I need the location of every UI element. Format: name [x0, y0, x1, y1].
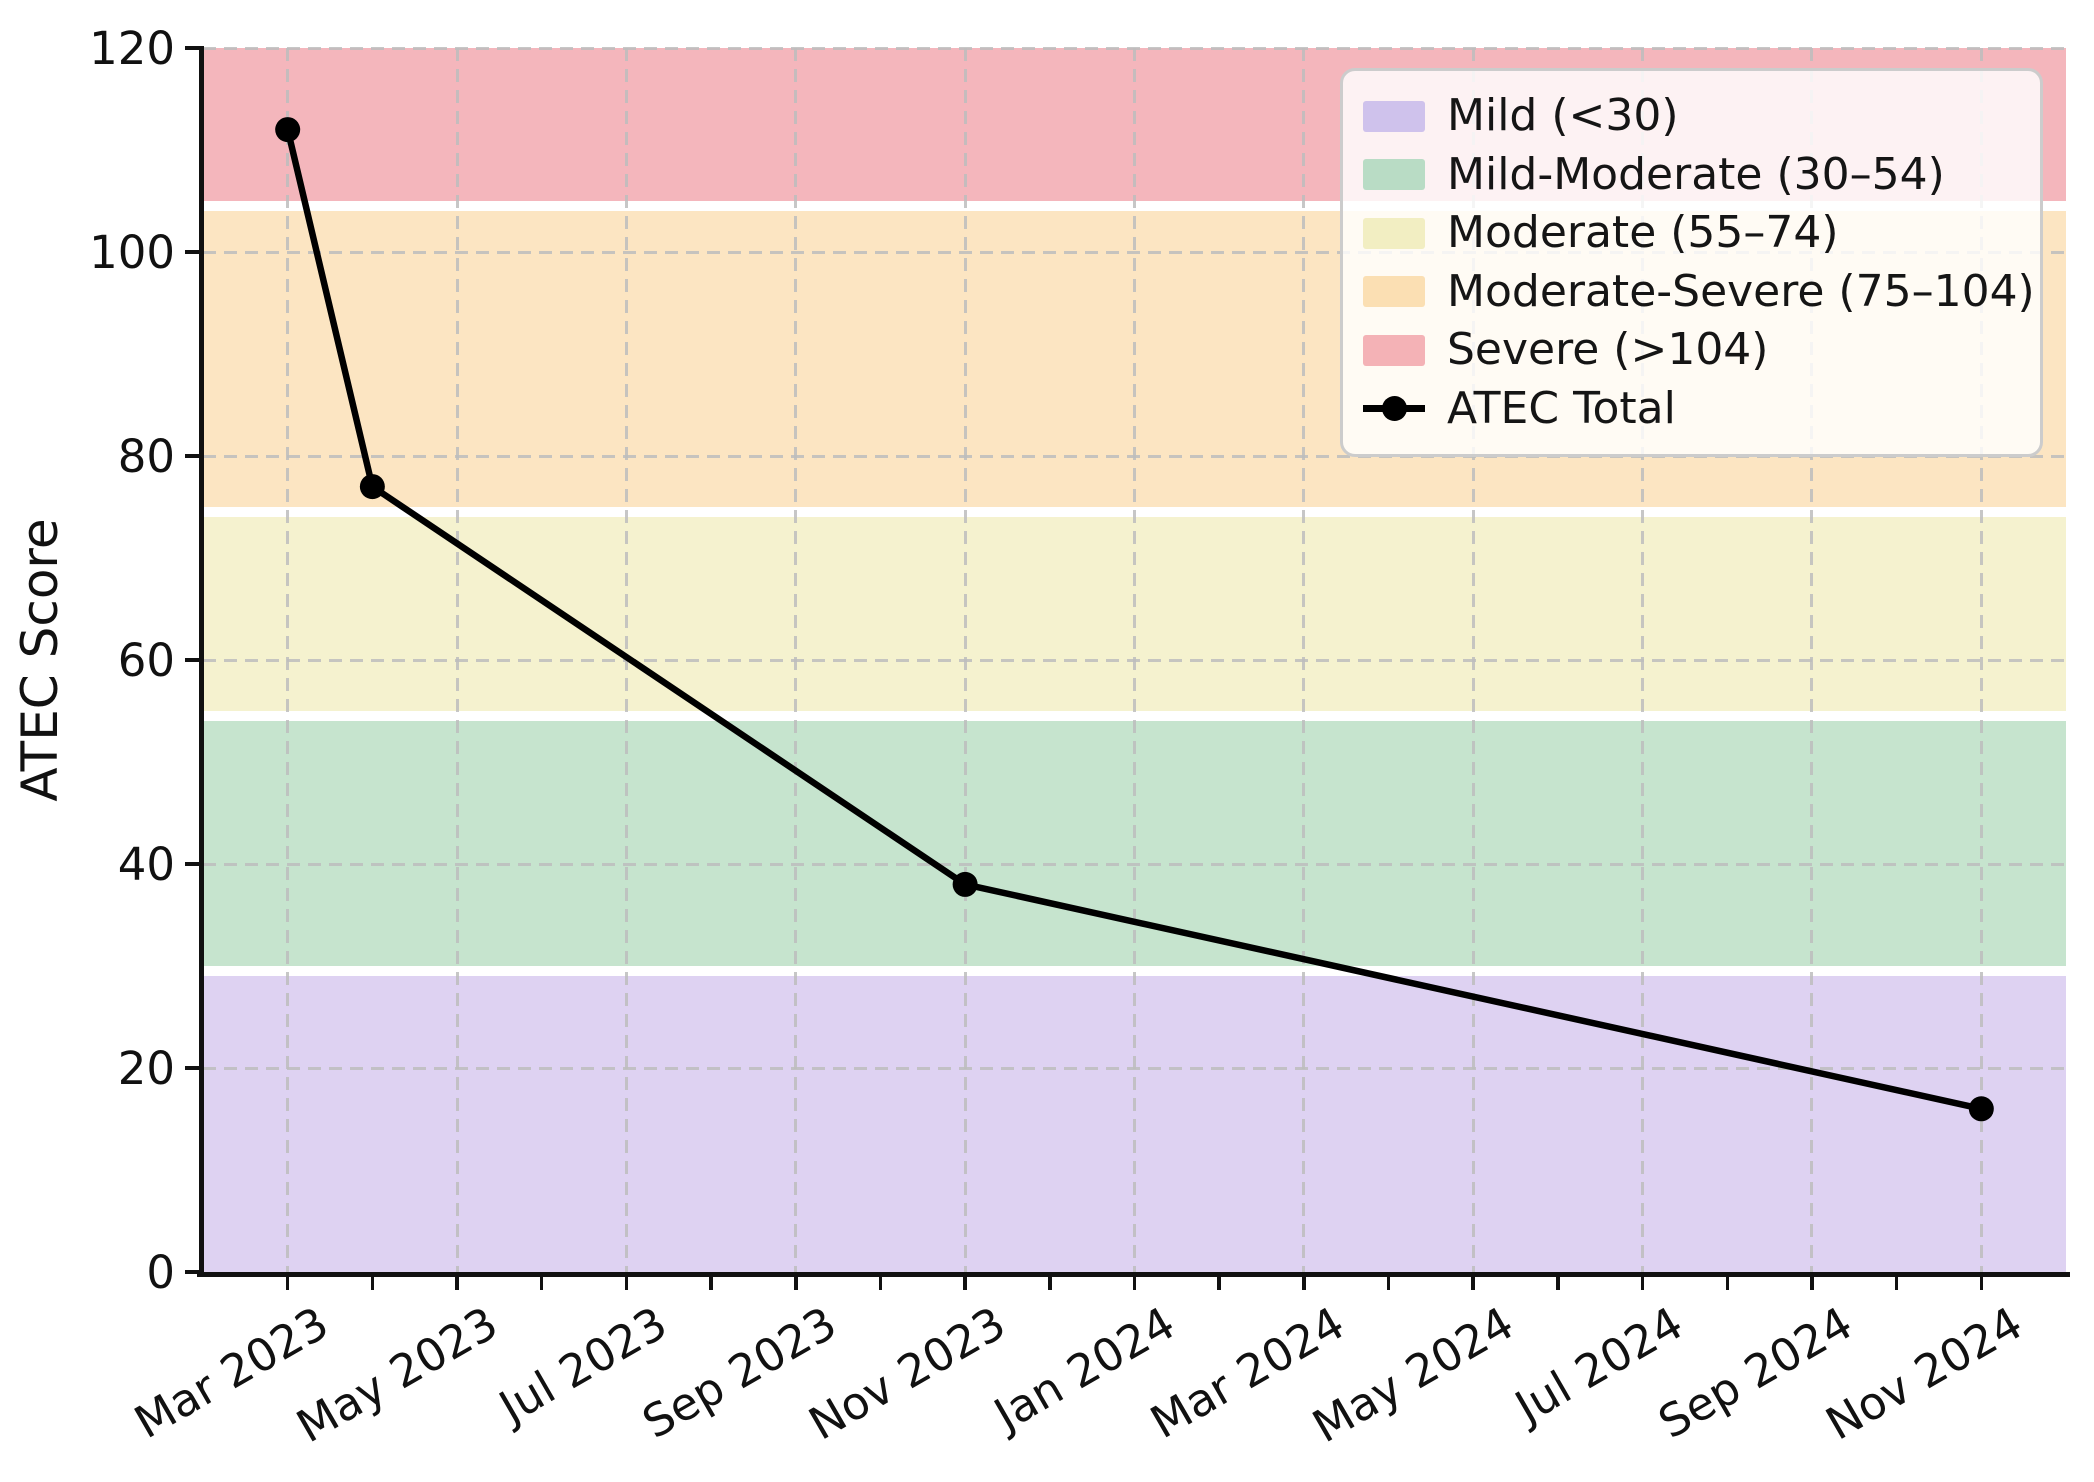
y-tick-label-0: 0 — [146, 1246, 175, 1299]
x-tick-5 — [624, 1276, 629, 1290]
legend-line-marker-symbol — [1363, 393, 1425, 424]
legend-swatch-0 — [1363, 100, 1425, 132]
x-tick-13 — [1302, 1276, 1306, 1290]
x-tick-6 — [709, 1276, 713, 1290]
x-tick-15 — [1471, 1276, 1475, 1290]
v-gridline-7 — [1471, 48, 1475, 1272]
y-tick-label-40: 40 — [117, 838, 175, 891]
v-gridline-3 — [794, 48, 798, 1272]
legend-row-series: ATEC Total — [1363, 380, 2020, 439]
x-tick-4 — [539, 1276, 544, 1290]
v-gridline-5 — [1133, 48, 1136, 1272]
x-tick-18 — [1725, 1276, 1730, 1290]
legend-label-2: Moderate (55–74) — [1447, 207, 1839, 259]
x-tick-16 — [1556, 1276, 1560, 1290]
x-tick-7 — [794, 1276, 798, 1290]
v-gridline-0 — [286, 48, 290, 1272]
legend-marker-icon — [1382, 396, 1407, 422]
legend-swatch-2 — [1363, 217, 1425, 249]
legend-row-3: Moderate-Severe (75–104) — [1363, 263, 2035, 322]
y-tick-80 — [185, 454, 200, 458]
v-gridline-8 — [1641, 48, 1645, 1272]
legend-swatch-1 — [1363, 159, 1425, 191]
legend-label-3: Moderate-Severe (75–104) — [1447, 265, 2035, 317]
data-point-mar-2023 — [275, 117, 301, 143]
y-tick-label-60: 60 — [117, 634, 175, 687]
legend: Mild (<30) Mild-Moderate (30–54) Moderate … — [1340, 68, 2043, 457]
v-gridline-10 — [1979, 48, 1983, 1272]
x-tick-9 — [963, 1276, 967, 1290]
x-tick-11 — [1132, 1276, 1137, 1290]
legend-swatch-4 — [1363, 334, 1425, 366]
y-tick-label-20: 20 — [117, 1042, 175, 1095]
y-tick-label-80: 80 — [117, 430, 175, 483]
y-tick-label-120: 120 — [89, 22, 175, 75]
y-tick-20 — [185, 1066, 200, 1070]
data-point-nov-2024 — [1968, 1096, 1994, 1122]
y-tick-40 — [185, 862, 200, 866]
legend-label-series: ATEC Total — [1447, 382, 1676, 434]
legend-label-0: Mild (<30) — [1447, 90, 1679, 142]
left-spine — [199, 46, 204, 1276]
legend-row-4: Severe (>104) — [1363, 321, 2020, 380]
x-tick-10 — [1048, 1276, 1052, 1290]
v-gridline-9 — [1810, 48, 1814, 1272]
x-tick-21 — [1979, 1276, 1984, 1290]
y-tick-120 — [185, 46, 200, 50]
legend-row-2: Moderate (55–74) — [1363, 204, 2020, 263]
x-tick-17 — [1640, 1276, 1645, 1290]
y-tick-label-100: 100 — [89, 226, 175, 279]
y-tick-100 — [185, 250, 200, 254]
v-gridline-4 — [963, 48, 967, 1272]
legend-label-1: Mild-Moderate (30–54) — [1447, 148, 1945, 200]
legend-swatch-3 — [1363, 276, 1425, 308]
y-tick-60 — [185, 658, 200, 662]
bottom-spine — [197, 1272, 2070, 1277]
v-gridline-1 — [455, 48, 459, 1272]
x-tick-12 — [1217, 1276, 1221, 1290]
y-tick-0 — [185, 1270, 200, 1274]
legend-row-1: Mild-Moderate (30–54) — [1363, 146, 2020, 205]
x-tick-8 — [878, 1276, 883, 1290]
legend-label-4: Severe (>104) — [1447, 324, 1769, 376]
x-tick-14 — [1386, 1276, 1391, 1290]
series-line — [284, 128, 1983, 1112]
data-point-nov-2023 — [952, 871, 978, 897]
legend-row-0: Mild (<30) — [1363, 87, 2020, 146]
x-tick-3 — [455, 1276, 459, 1290]
x-tick-2 — [370, 1276, 375, 1290]
data-point-apr-2023 — [359, 474, 385, 500]
x-tick-19 — [1810, 1276, 1814, 1290]
x-tick-1 — [285, 1276, 290, 1290]
x-tick-20 — [1894, 1276, 1899, 1290]
v-gridline-6 — [1302, 48, 1306, 1272]
